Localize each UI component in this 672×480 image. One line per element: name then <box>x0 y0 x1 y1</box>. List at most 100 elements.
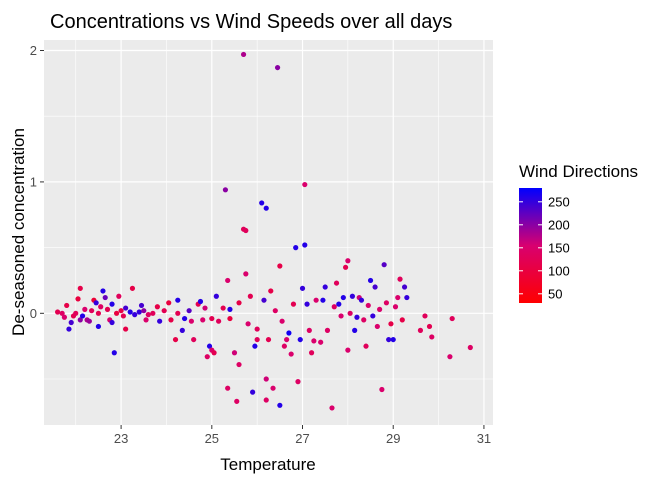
data-point <box>123 305 129 311</box>
data-point <box>179 327 185 333</box>
data-point <box>358 297 365 303</box>
legend-ticks: 50 100 150 200 250 <box>519 194 570 301</box>
data-point <box>79 313 86 319</box>
y-tick-label: 1 <box>30 174 37 189</box>
data-point <box>236 361 242 368</box>
data-point <box>331 304 337 310</box>
data-point <box>150 310 156 316</box>
data-point <box>166 300 172 306</box>
data-point <box>370 313 376 319</box>
data-point <box>377 306 383 312</box>
y-tick-label: 0 <box>30 306 37 321</box>
data-point <box>120 313 126 319</box>
data-point <box>254 336 260 343</box>
data-point <box>66 326 72 332</box>
data-point <box>297 336 303 343</box>
data-point <box>89 308 95 314</box>
data-point <box>383 300 390 306</box>
data-point <box>281 343 287 349</box>
data-point <box>200 317 206 323</box>
data-point <box>299 285 306 291</box>
data-point <box>234 398 240 404</box>
data-point <box>447 354 453 360</box>
data-point <box>361 317 367 323</box>
data-point <box>336 301 342 307</box>
data-point <box>429 334 435 340</box>
data-point <box>388 321 394 327</box>
data-point <box>109 319 115 326</box>
data-point <box>127 309 133 315</box>
legend: Wind Directions 50 100 150 200 250 <box>519 162 638 303</box>
data-point <box>352 327 358 333</box>
legend-break-label: 50 <box>548 286 562 301</box>
data-point <box>186 308 192 314</box>
data-point <box>449 315 455 322</box>
x-axis-title: Temperature <box>220 455 315 474</box>
data-point <box>279 318 285 324</box>
data-point <box>102 294 108 301</box>
data-point <box>381 262 387 268</box>
data-point <box>202 305 208 311</box>
data-point <box>288 351 294 357</box>
data-point <box>227 315 233 322</box>
data-point <box>86 318 92 324</box>
data-point <box>129 285 136 291</box>
data-point <box>390 336 396 343</box>
data-point <box>308 350 315 356</box>
data-point <box>270 385 276 391</box>
data-point <box>93 300 99 306</box>
data-point <box>392 304 399 310</box>
data-point <box>211 350 217 356</box>
legend-colorbar <box>519 188 542 303</box>
data-point <box>250 389 256 395</box>
y-axis-title: De-seasoned concentration <box>9 128 28 336</box>
data-point <box>141 308 147 314</box>
data-point <box>113 310 120 316</box>
data-point <box>191 336 197 343</box>
legend-title: Wind Directions <box>519 162 638 181</box>
data-point <box>95 310 102 316</box>
data-point <box>145 312 151 318</box>
data-point <box>209 315 215 322</box>
data-point <box>261 297 267 303</box>
data-point <box>161 308 167 314</box>
data-point <box>417 327 424 333</box>
data-point <box>82 306 88 312</box>
data-point <box>272 308 278 314</box>
y-axis: 0 1 2 <box>30 43 44 321</box>
data-point <box>243 227 249 234</box>
data-point <box>77 285 83 291</box>
data-point <box>363 343 369 349</box>
data-point <box>306 327 312 333</box>
x-axis: 23 25 27 29 31 <box>114 425 491 446</box>
data-point <box>118 308 124 314</box>
y-tick-label: 2 <box>30 43 37 58</box>
data-point <box>367 277 374 284</box>
data-point <box>397 276 403 282</box>
data-point <box>61 314 68 320</box>
data-point <box>322 284 328 290</box>
data-point <box>231 350 238 356</box>
chart-title: Concentrations vs Wind Speeds over all d… <box>50 11 452 33</box>
data-point <box>263 205 269 211</box>
data-point <box>123 326 129 332</box>
data-point <box>259 200 265 206</box>
data-point <box>347 310 353 316</box>
data-point <box>220 305 226 311</box>
legend-break-label: 200 <box>548 217 570 232</box>
data-point <box>68 319 74 326</box>
data-point <box>426 323 433 330</box>
data-point <box>365 302 371 309</box>
data-point <box>274 64 281 71</box>
data-point <box>64 302 70 309</box>
data-point <box>157 318 163 324</box>
data-points <box>55 51 473 411</box>
data-point <box>168 317 174 323</box>
data-point <box>329 405 335 411</box>
data-point <box>116 293 122 299</box>
data-point <box>422 313 428 319</box>
data-point <box>243 271 249 277</box>
data-point <box>277 263 283 269</box>
data-point <box>304 301 310 307</box>
